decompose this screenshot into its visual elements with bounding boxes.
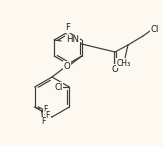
Text: Cl: Cl [54,82,62,92]
Text: HN: HN [66,35,79,45]
Text: F: F [42,118,46,126]
Text: Cl: Cl [151,26,159,34]
Text: CH₃: CH₃ [117,59,131,67]
Text: O: O [64,62,70,71]
Text: O: O [112,65,118,73]
Text: F: F [45,112,50,120]
Text: F: F [44,105,48,113]
Text: F: F [66,24,71,33]
